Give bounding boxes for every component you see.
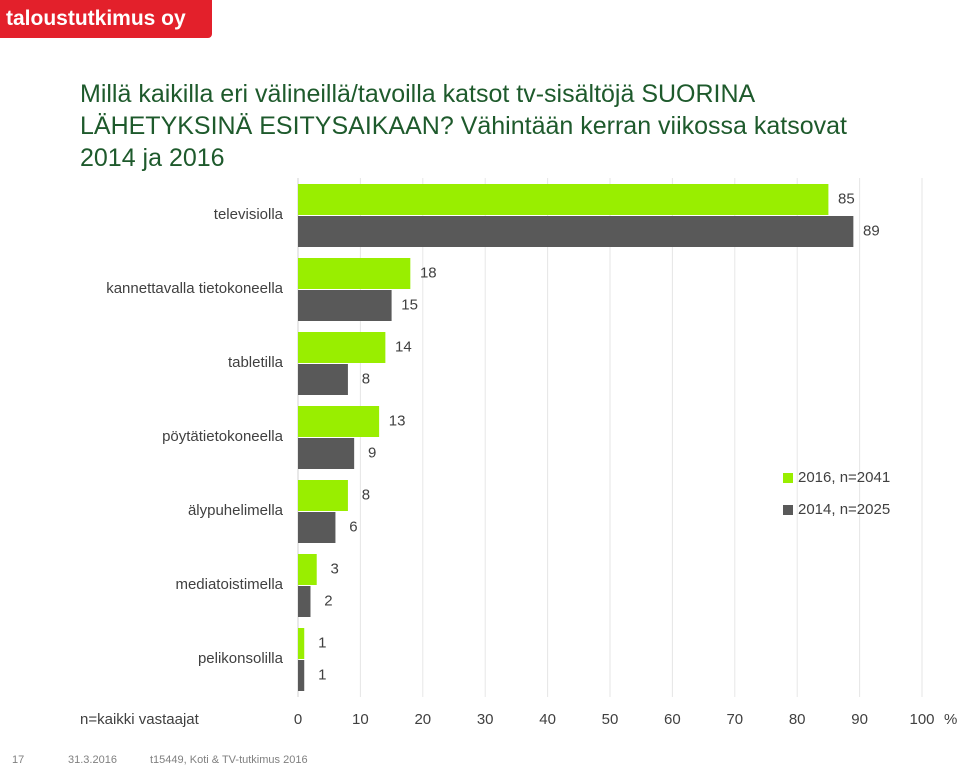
bar	[298, 586, 311, 617]
y-tick-label: pelikonsolilla	[198, 650, 284, 667]
data-label: 89	[863, 222, 880, 239]
data-label: 1	[318, 666, 326, 683]
legend-swatch	[783, 473, 793, 483]
data-label: 14	[395, 338, 412, 355]
bar	[298, 406, 380, 437]
bar	[298, 290, 392, 321]
bar	[298, 258, 411, 289]
y-tick-label: mediatoistimella	[175, 576, 283, 593]
data-label: 15	[401, 296, 418, 313]
x-tick-label: 80	[789, 711, 806, 728]
x-tick-label: 100	[909, 711, 934, 728]
note: n=kaikki vastaajat	[80, 711, 200, 728]
page-number: 17	[12, 754, 24, 766]
data-label: 9	[368, 444, 376, 461]
bar	[298, 332, 386, 363]
x-tick-label: 0	[294, 711, 302, 728]
data-label: 8	[362, 370, 370, 387]
chart-title: Millä kaikilla eri välineillä/tavoilla k…	[80, 80, 848, 172]
y-tick-label: kannettavalla tietokoneella	[106, 280, 283, 297]
data-label: 18	[420, 264, 437, 281]
x-tick-label: 70	[726, 711, 743, 728]
x-tick-label: 30	[477, 711, 494, 728]
y-tick-label: tabletilla	[228, 354, 284, 371]
x-tick-label: 20	[414, 711, 431, 728]
y-tick-label: televisiolla	[214, 206, 284, 223]
bar	[298, 364, 348, 395]
bar	[298, 216, 854, 247]
bar	[298, 480, 348, 511]
bar	[298, 512, 336, 543]
data-label: 85	[838, 190, 855, 207]
data-label: 6	[349, 518, 357, 535]
x-tick-label: 60	[664, 711, 681, 728]
data-label: 3	[331, 560, 339, 577]
x-tick-label: 90	[851, 711, 868, 728]
y-tick-label: pöytätietokoneella	[162, 428, 284, 445]
legend-label: 2016, n=2041	[798, 469, 890, 486]
x-tick-label: 10	[352, 711, 369, 728]
x-tick-label: 40	[539, 711, 556, 728]
legend-swatch	[783, 505, 793, 515]
bar	[298, 184, 829, 215]
bar	[298, 628, 305, 659]
bar	[298, 438, 355, 469]
bar	[298, 554, 317, 585]
date: 31.3.2016	[68, 754, 117, 766]
y-tick-label: älypuhelimella	[188, 502, 284, 519]
data-label: 2	[324, 592, 332, 609]
data-label: 13	[389, 412, 406, 429]
source: t15449, Koti & TV-tutkimus 2016	[150, 754, 308, 766]
logo: taloustutkimus oy	[0, 0, 212, 38]
data-label: 8	[362, 486, 370, 503]
x-axis-label: %	[944, 711, 957, 728]
bar	[298, 660, 305, 691]
x-tick-label: 50	[602, 711, 619, 728]
data-label: 1	[318, 634, 326, 651]
legend-label: 2014, n=2025	[798, 501, 890, 518]
